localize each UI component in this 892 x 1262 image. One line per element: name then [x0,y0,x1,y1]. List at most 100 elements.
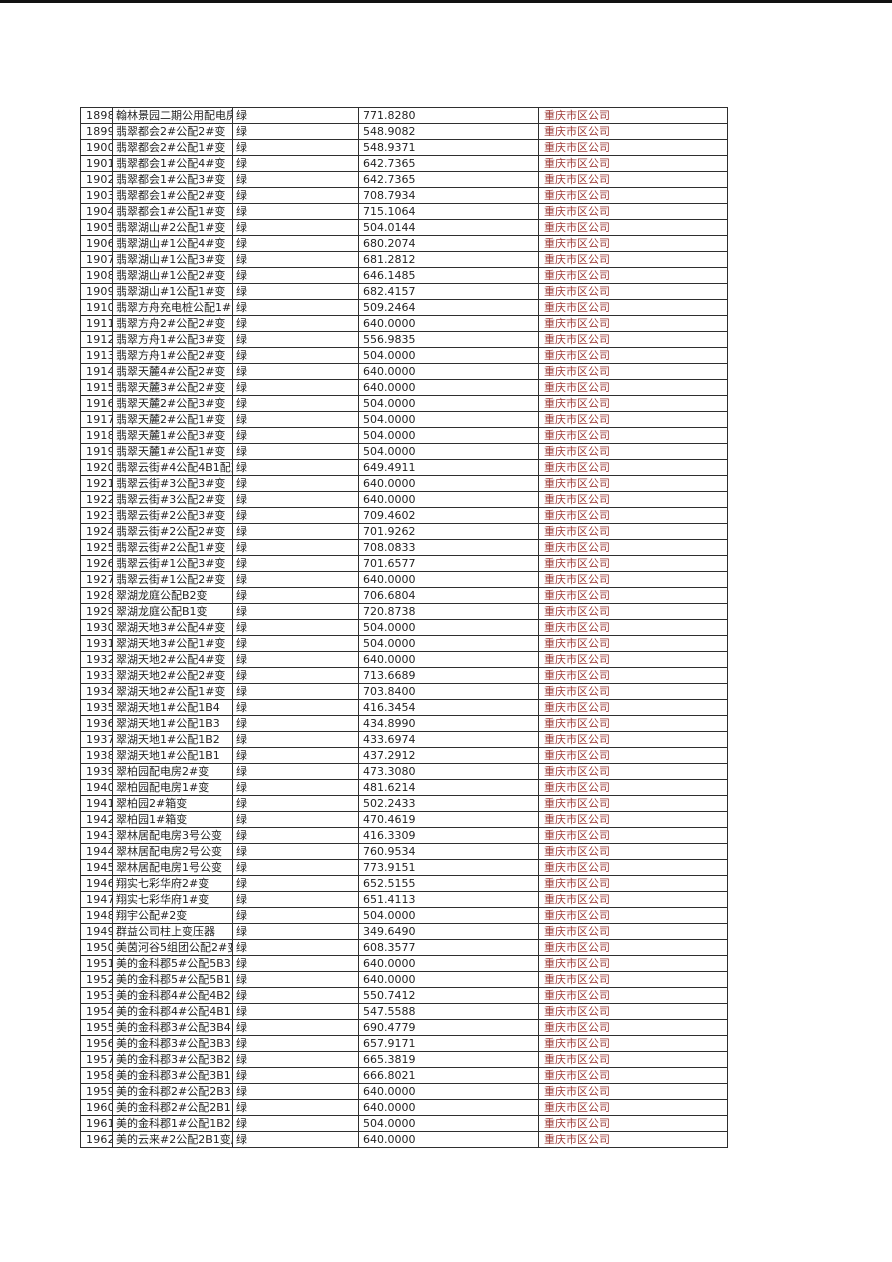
row-number-cell[interactable]: 1931 [81,636,113,652]
capacity-value-cell[interactable]: 640.0000 [359,572,539,588]
capacity-value-cell[interactable]: 504.0000 [359,396,539,412]
status-cell[interactable]: 绿 [233,428,359,444]
device-name-cell[interactable]: 翠湖天地2#公配1#变 [113,684,233,700]
status-cell[interactable]: 绿 [233,204,359,220]
capacity-value-cell[interactable]: 640.0000 [359,380,539,396]
company-cell[interactable]: 重庆市区公司 [539,732,728,748]
company-cell[interactable]: 重庆市区公司 [539,1116,728,1132]
company-cell[interactable]: 重庆市区公司 [539,748,728,764]
capacity-value-cell[interactable]: 481.6214 [359,780,539,796]
device-name-cell[interactable]: 翡翠湖山#1公配4#变 [113,236,233,252]
status-cell[interactable]: 绿 [233,268,359,284]
status-cell[interactable]: 绿 [233,796,359,812]
device-name-cell[interactable]: 美的金科郡3#公配3B1 [113,1068,233,1084]
status-cell[interactable]: 绿 [233,220,359,236]
row-number-cell[interactable]: 1907 [81,252,113,268]
device-name-cell[interactable]: 翠柏园2#箱变 [113,796,233,812]
capacity-value-cell[interactable]: 771.8280 [359,108,539,124]
row-number-cell[interactable]: 1916 [81,396,113,412]
status-cell[interactable]: 绿 [233,236,359,252]
row-number-cell[interactable]: 1918 [81,428,113,444]
row-number-cell[interactable]: 1937 [81,732,113,748]
status-cell[interactable]: 绿 [233,876,359,892]
status-cell[interactable]: 绿 [233,764,359,780]
capacity-value-cell[interactable]: 504.0000 [359,1116,539,1132]
row-number-cell[interactable]: 1911 [81,316,113,332]
row-number-cell[interactable]: 1941 [81,796,113,812]
device-name-cell[interactable]: 翡翠天麓4#公配2#变 [113,364,233,380]
row-number-cell[interactable]: 1910 [81,300,113,316]
company-cell[interactable]: 重庆市区公司 [539,108,728,124]
row-number-cell[interactable]: 1906 [81,236,113,252]
device-name-cell[interactable]: 翠湖天地3#公配1#变 [113,636,233,652]
device-name-cell[interactable]: 翠林居配电房2号公变 [113,844,233,860]
row-number-cell[interactable]: 1961 [81,1116,113,1132]
status-cell[interactable]: 绿 [233,684,359,700]
status-cell[interactable]: 绿 [233,892,359,908]
row-number-cell[interactable]: 1901 [81,156,113,172]
device-name-cell[interactable]: 美的金科郡5#公配5B3 [113,956,233,972]
status-cell[interactable]: 绿 [233,1052,359,1068]
capacity-value-cell[interactable]: 701.6577 [359,556,539,572]
company-cell[interactable]: 重庆市区公司 [539,540,728,556]
status-cell[interactable]: 绿 [233,620,359,636]
status-cell[interactable]: 绿 [233,188,359,204]
row-number-cell[interactable]: 1953 [81,988,113,1004]
company-cell[interactable]: 重庆市区公司 [539,316,728,332]
company-cell[interactable]: 重庆市区公司 [539,556,728,572]
capacity-value-cell[interactable]: 640.0000 [359,316,539,332]
capacity-value-cell[interactable]: 681.2812 [359,252,539,268]
device-name-cell[interactable]: 翠林居配电房1号公变 [113,860,233,876]
company-cell[interactable]: 重庆市区公司 [539,156,728,172]
company-cell[interactable]: 重庆市区公司 [539,908,728,924]
status-cell[interactable]: 绿 [233,716,359,732]
company-cell[interactable]: 重庆市区公司 [539,940,728,956]
capacity-value-cell[interactable]: 640.0000 [359,476,539,492]
status-cell[interactable]: 绿 [233,940,359,956]
status-cell[interactable]: 绿 [233,860,359,876]
status-cell[interactable]: 绿 [233,908,359,924]
status-cell[interactable]: 绿 [233,732,359,748]
row-number-cell[interactable]: 1949 [81,924,113,940]
company-cell[interactable]: 重庆市区公司 [539,284,728,300]
row-number-cell[interactable]: 1957 [81,1052,113,1068]
company-cell[interactable]: 重庆市区公司 [539,236,728,252]
company-cell[interactable]: 重庆市区公司 [539,700,728,716]
capacity-value-cell[interactable]: 709.4602 [359,508,539,524]
status-cell[interactable]: 绿 [233,1004,359,1020]
capacity-value-cell[interactable]: 640.0000 [359,956,539,972]
status-cell[interactable]: 绿 [233,748,359,764]
capacity-value-cell[interactable]: 760.9534 [359,844,539,860]
device-name-cell[interactable]: 美的云来#2公配2B1变压器 [113,1132,233,1148]
row-number-cell[interactable]: 1958 [81,1068,113,1084]
row-number-cell[interactable]: 1917 [81,412,113,428]
company-cell[interactable]: 重庆市区公司 [539,972,728,988]
capacity-value-cell[interactable]: 504.0000 [359,428,539,444]
status-cell[interactable]: 绿 [233,636,359,652]
status-cell[interactable]: 绿 [233,540,359,556]
row-number-cell[interactable]: 1956 [81,1036,113,1052]
row-number-cell[interactable]: 1940 [81,780,113,796]
device-name-cell[interactable]: 翠湖天地1#公配1B1 [113,748,233,764]
capacity-value-cell[interactable]: 473.3080 [359,764,539,780]
device-name-cell[interactable]: 翡翠湖山#1公配2#变 [113,268,233,284]
device-name-cell[interactable]: 美的金科郡3#公配3B3 [113,1036,233,1052]
device-name-cell[interactable]: 翡翠云街#2公配3#变 [113,508,233,524]
company-cell[interactable]: 重庆市区公司 [539,668,728,684]
status-cell[interactable]: 绿 [233,348,359,364]
company-cell[interactable]: 重庆市区公司 [539,860,728,876]
status-cell[interactable]: 绿 [233,108,359,124]
row-number-cell[interactable]: 1915 [81,380,113,396]
status-cell[interactable]: 绿 [233,988,359,1004]
device-name-cell[interactable]: 翡翠天麓2#公配3#变 [113,396,233,412]
capacity-value-cell[interactable]: 715.1064 [359,204,539,220]
row-number-cell[interactable]: 1928 [81,588,113,604]
status-cell[interactable]: 绿 [233,812,359,828]
row-number-cell[interactable]: 1955 [81,1020,113,1036]
capacity-value-cell[interactable]: 665.3819 [359,1052,539,1068]
capacity-value-cell[interactable]: 470.4619 [359,812,539,828]
row-number-cell[interactable]: 1936 [81,716,113,732]
row-number-cell[interactable]: 1939 [81,764,113,780]
row-number-cell[interactable]: 1904 [81,204,113,220]
capacity-value-cell[interactable]: 433.6974 [359,732,539,748]
